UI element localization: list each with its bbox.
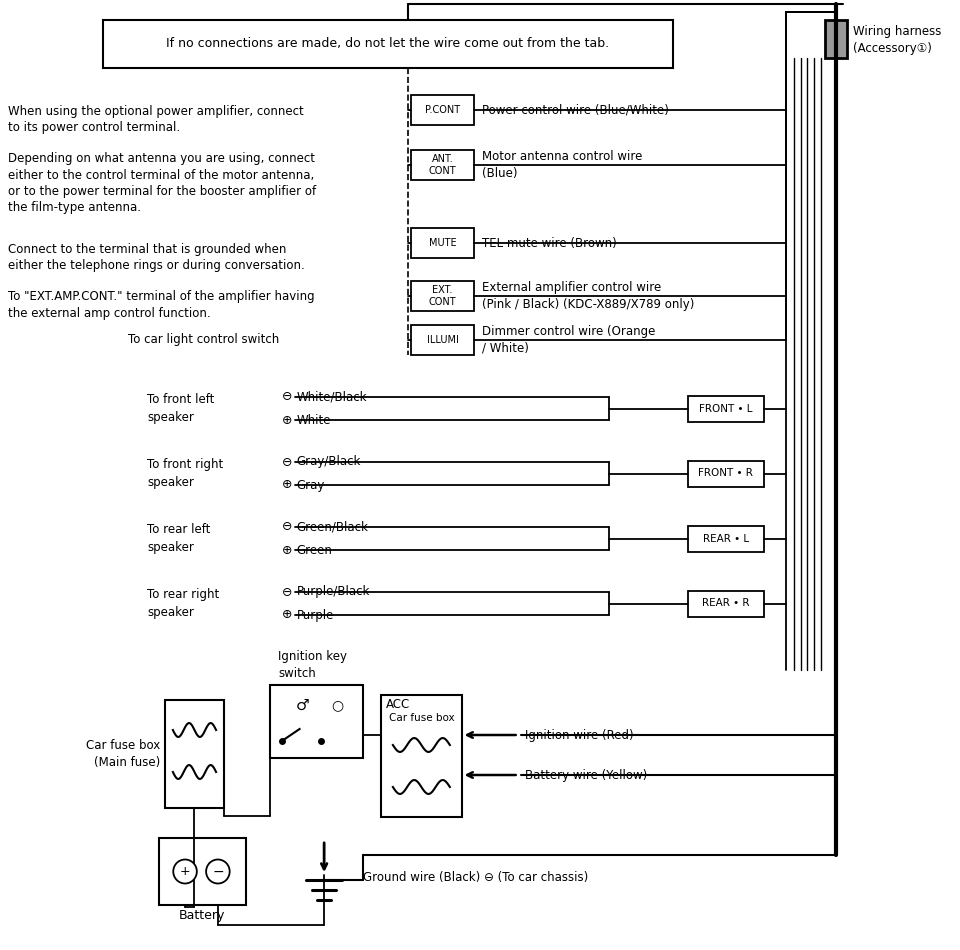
Text: FRONT • R: FRONT • R xyxy=(699,468,754,479)
Text: ACC: ACC xyxy=(386,698,410,711)
Text: Battery: Battery xyxy=(180,909,226,922)
Text: When using the optional power amplifier, connect
to its power control terminal.: When using the optional power amplifier,… xyxy=(8,105,303,135)
Text: To rear left
speaker: To rear left speaker xyxy=(147,523,210,554)
Text: To "EXT.AMP.CONT." terminal of the amplifier having
the external amp control fun: To "EXT.AMP.CONT." terminal of the ampli… xyxy=(8,290,315,319)
Text: White/Black: White/Black xyxy=(297,390,367,404)
Circle shape xyxy=(173,860,197,884)
Text: ⊕: ⊕ xyxy=(281,609,292,621)
Text: MUTE: MUTE xyxy=(429,238,456,248)
Text: Green/Black: Green/Black xyxy=(297,521,369,534)
Text: REAR • L: REAR • L xyxy=(703,534,749,543)
Text: ⊕: ⊕ xyxy=(281,413,292,427)
Text: ANT.
CONT: ANT. CONT xyxy=(429,154,456,176)
Text: Ground wire (Black) ⊖ (To car chassis): Ground wire (Black) ⊖ (To car chassis) xyxy=(364,871,588,884)
Text: Connect to the terminal that is grounded when
either the telephone rings or duri: Connect to the terminal that is grounded… xyxy=(8,243,304,273)
Text: Car fuse box: Car fuse box xyxy=(389,713,454,723)
Text: Wiring harness
(Accessory①): Wiring harness (Accessory①) xyxy=(852,25,941,55)
Text: If no connections are made, do not let the wire come out from the tab.: If no connections are made, do not let t… xyxy=(166,37,610,50)
Bar xyxy=(411,150,474,180)
Text: External amplifier control wire
(Pink / Black) (KDC-X889/X789 only): External amplifier control wire (Pink / … xyxy=(482,281,695,311)
Text: ⊖: ⊖ xyxy=(281,585,292,598)
Text: Green: Green xyxy=(297,543,332,557)
Text: Power control wire (Blue/White): Power control wire (Blue/White) xyxy=(482,104,669,117)
Text: Gray: Gray xyxy=(297,479,325,491)
Text: To car light control switch: To car light control switch xyxy=(128,333,279,346)
Text: Purple/Black: Purple/Black xyxy=(297,585,370,598)
Bar xyxy=(687,525,764,552)
Text: Dimmer control wire (Orange
/ White): Dimmer control wire (Orange / White) xyxy=(482,325,656,354)
Text: Depending on what antenna you are using, connect
either to the control terminal : Depending on what antenna you are using,… xyxy=(8,152,316,215)
Bar xyxy=(165,700,224,808)
Bar xyxy=(411,281,474,311)
Text: Gray/Black: Gray/Black xyxy=(297,455,361,468)
Text: ⊕: ⊕ xyxy=(281,479,292,491)
Text: FRONT • L: FRONT • L xyxy=(699,404,753,413)
Text: Ignition wire (Red): Ignition wire (Red) xyxy=(525,729,635,742)
Text: Purple: Purple xyxy=(297,609,334,621)
Text: ⊖: ⊖ xyxy=(281,390,292,404)
Text: ♂: ♂ xyxy=(296,697,309,712)
Text: ⊖: ⊖ xyxy=(281,521,292,534)
Text: Car fuse box
(Main fuse): Car fuse box (Main fuse) xyxy=(85,739,160,769)
Bar xyxy=(159,838,246,905)
Text: ⊖: ⊖ xyxy=(281,455,292,468)
Text: ILLUMI: ILLUMI xyxy=(426,335,459,345)
Bar xyxy=(687,395,764,422)
Text: Battery wire (Yellow): Battery wire (Yellow) xyxy=(525,769,648,782)
Text: Motor antenna control wire
(Blue): Motor antenna control wire (Blue) xyxy=(482,150,642,180)
Text: ○: ○ xyxy=(331,698,344,712)
Text: Ignition key
switch: Ignition key switch xyxy=(278,650,347,680)
Circle shape xyxy=(206,860,229,884)
Text: To front left
speaker: To front left speaker xyxy=(147,393,215,424)
Text: +: + xyxy=(180,865,190,878)
Bar xyxy=(687,461,764,486)
Bar xyxy=(381,695,462,817)
Text: REAR • R: REAR • R xyxy=(702,598,750,609)
Bar xyxy=(411,325,474,355)
Text: P.CONT: P.CONT xyxy=(425,105,460,115)
Bar xyxy=(103,20,673,68)
Text: TEL mute wire (Brown): TEL mute wire (Brown) xyxy=(482,237,617,250)
Bar xyxy=(411,228,474,258)
Bar xyxy=(687,591,764,617)
Text: ⊕: ⊕ xyxy=(281,543,292,557)
Bar xyxy=(270,685,364,758)
Bar xyxy=(825,20,847,58)
Text: −: − xyxy=(212,864,224,879)
Text: To rear right
speaker: To rear right speaker xyxy=(147,588,220,619)
Text: To front right
speaker: To front right speaker xyxy=(147,458,224,489)
Text: White: White xyxy=(297,413,331,427)
Bar xyxy=(411,95,474,125)
Text: EXT.
CONT: EXT. CONT xyxy=(429,285,456,307)
